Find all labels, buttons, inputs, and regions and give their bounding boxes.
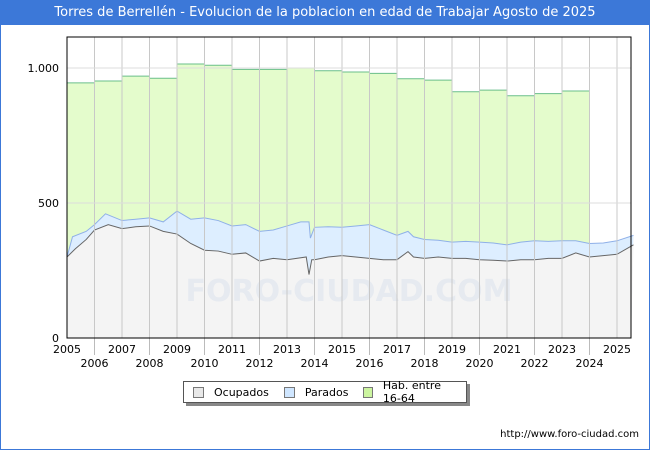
legend-swatch-hab [363,386,373,398]
y-tick-label: 500 [38,197,59,210]
x-tick-label: 2019 [438,343,466,356]
legend-item-hab: Hab. entre 16-64 [363,379,460,405]
x-tick-label: 2010 [191,357,219,370]
x-tick-label: 2022 [521,357,549,370]
x-tick-label: 2023 [548,343,576,356]
x-tick-label: 2015 [328,343,356,356]
legend-item-parados: Parados [283,385,349,399]
legend-label: Ocupados [214,385,269,399]
x-tick-label: 2007 [108,343,136,356]
y-tick-label: 1.000 [28,62,60,75]
footer-url[interactable]: http://www.foro-ciudad.com [500,429,639,440]
x-tick-label: 2025 [603,343,631,356]
legend-item-ocupados: Ocupados [193,386,269,399]
chart-title: Torres de Berrellén - Evolucion de la po… [1,1,649,25]
series-area-ocupados [67,224,634,338]
watermark: FORO-CIUDAD.COM [186,274,513,309]
x-tick-label: 2014 [301,357,329,370]
y-tick-label: 0 [52,332,59,345]
x-tick-label: 2021 [493,343,521,356]
series-line-ocupados [66,224,634,275]
legend-label: Hab. entre 16-64 [382,379,441,405]
legend-swatch-parados [283,386,295,398]
x-tick-label: 2017 [383,343,411,356]
x-tick-label: 2005 [53,343,81,356]
legend-label: Parados [304,385,349,399]
x-tick-label: 2012 [246,357,274,370]
legend-swatch-ocupados [193,386,204,398]
x-tick-label: 2024 [576,357,604,370]
x-tick-label: 2009 [163,343,191,356]
x-tick-label: 2020 [466,357,494,370]
x-tick-label: 2013 [273,343,301,356]
x-tick-label: 2011 [218,343,246,356]
plot-border [66,36,632,339]
x-tick-label: 2006 [81,357,109,370]
x-tick-label: 2016 [356,357,384,370]
x-tick-label: 2018 [411,357,439,370]
x-tick-label: 2008 [136,357,164,370]
series-line-parados [66,210,634,258]
legend: Ocupados Parados Hab. entre 16-64 [183,379,467,405]
